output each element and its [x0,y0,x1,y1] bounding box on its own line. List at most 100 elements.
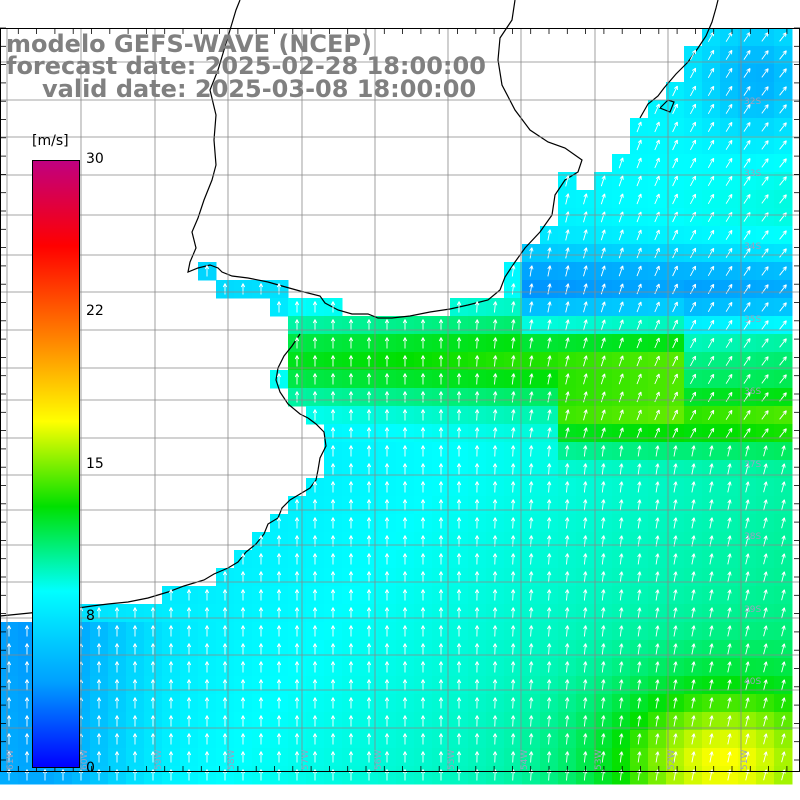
wind-arrow [655,463,660,475]
latitude-label: 32S [744,97,761,107]
wind-arrow [672,319,678,331]
wind-arrow [743,374,751,384]
wind-arrow [690,301,697,313]
wind-arrow [727,517,732,529]
wind-arrow [547,247,552,259]
wind-arrow [583,247,588,259]
longitude-label: 58W [227,750,237,770]
wind-arrow [438,409,444,421]
wind-arrow [600,427,606,439]
wind-arrow [654,247,660,259]
wind-arrow [600,409,606,421]
latitude-label: 38S [744,532,761,542]
wind-arrow [743,176,751,186]
wind-arrow [583,193,588,205]
wind-arrow [618,319,624,331]
wind-arrow [779,266,787,276]
wind-arrow [366,553,372,565]
wind-arrow [330,427,336,439]
wind-arrow [583,445,588,457]
wind-arrow [743,320,751,330]
latitude-label: 40S [744,677,761,687]
wind-arrow [511,301,516,313]
wind-arrow [672,193,678,205]
wind-arrow [312,481,318,493]
wind-arrow [276,283,282,295]
wind-arrow [761,428,769,438]
wind-arrow [348,409,354,421]
wind-arrow [779,248,787,258]
wind-arrow [673,553,678,565]
wind-arrow [312,319,318,331]
wind-arrow [312,571,318,583]
wind-arrow [529,409,534,421]
wind-arrow [600,337,606,349]
wind-arrow [743,104,751,114]
wind-arrow [438,427,444,439]
wind-arrow [294,517,300,529]
wind-arrow [601,553,606,565]
wind-arrow [673,499,678,511]
wind-arrow [781,517,786,529]
wind-arrow [547,391,552,403]
wind-arrow [779,122,787,132]
wind-arrow [565,463,570,475]
wind-arrow [725,157,733,168]
wind-arrow [420,355,426,367]
wind-arrow [779,176,787,186]
wind-arrow [312,391,318,403]
wind-arrow [384,445,390,457]
coastline-lagoon [658,99,675,113]
wind-arrow [600,247,606,259]
wind-arrow [654,121,660,133]
wind-arrow [636,409,642,421]
wind-arrow [348,517,354,529]
wind-arrow [384,427,390,439]
wind-arrow [276,517,282,529]
wind-arrow [366,427,372,439]
wind-arrow [600,229,606,241]
wind-arrow [366,481,372,493]
wind-arrow [654,319,660,331]
wind-arrow [348,553,354,565]
wind-arrow [511,319,516,331]
wind-arrow [743,194,751,204]
wind-arrow [330,301,336,313]
wind-arrow [779,320,787,330]
wind-arrow [240,283,246,295]
wind-arrow [637,445,642,457]
wind-arrow [258,553,264,565]
wind-arrow [761,122,769,132]
wind-arrow [745,463,750,475]
wind-arrow [672,85,678,97]
wind-arrow [384,553,390,565]
wind-arrow [583,301,588,313]
wind-arrow [745,553,750,565]
wind-arrow [743,230,751,240]
wind-arrow [654,355,660,367]
wind-arrow [761,140,769,150]
wind-arrow [547,337,552,349]
wind-arrow [294,373,300,385]
wind-arrow [294,553,300,565]
wind-arrow [456,301,462,313]
longitude-label: 53W [594,750,604,770]
wind-arrow [743,212,751,222]
wind-arrow [691,517,696,529]
wind-arrow [330,409,336,421]
wind-arrow [655,481,660,493]
wind-arrow [761,410,769,420]
colorbar [32,160,80,768]
wind-arrow [654,175,660,187]
wind-arrow [636,229,642,241]
wind-arrow [420,409,426,421]
wind-arrow [420,427,426,439]
wind-arrow [294,355,300,367]
wind-arrow [781,499,786,511]
wind-arrow [330,517,336,529]
wind-arrow [655,553,660,565]
wind-arrow [654,103,660,115]
wind-arrow [618,247,624,259]
